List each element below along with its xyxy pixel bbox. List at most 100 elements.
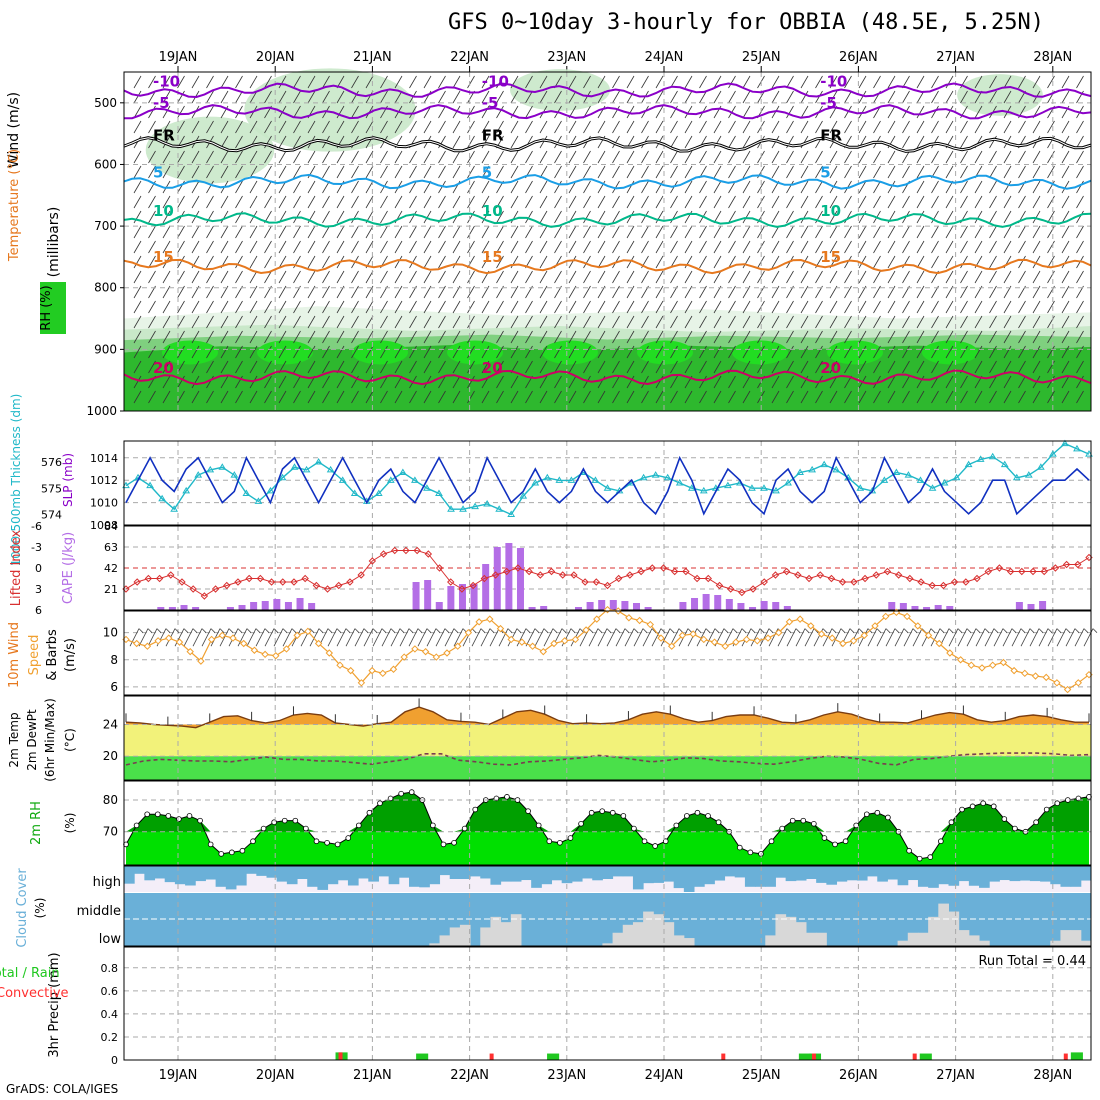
wind-barb <box>800 75 809 89</box>
wind-barb <box>786 330 794 344</box>
wind-barb <box>1047 375 1055 389</box>
wind-barb <box>916 375 925 389</box>
wind-barb <box>786 210 794 224</box>
wind-speed-marker <box>175 638 184 646</box>
rh2m-marker <box>218 851 225 857</box>
date-label-top: 22JAN <box>450 50 489 65</box>
wind-barb <box>554 90 562 104</box>
wind-barb <box>684 240 693 254</box>
wind-barb <box>177 285 185 299</box>
wind-barb <box>742 375 751 389</box>
wind-barb <box>1003 240 1012 254</box>
wind-barb <box>322 270 330 284</box>
high-cloud-bar <box>968 866 980 886</box>
wind-barb <box>496 360 504 374</box>
wind-barb <box>989 375 997 389</box>
wind-barb <box>467 195 475 209</box>
cape-bar <box>911 606 919 610</box>
wind-barb <box>1018 255 1026 269</box>
wind-barb <box>902 135 910 149</box>
thickness-marker <box>483 500 492 507</box>
wind-barb <box>133 165 142 179</box>
high-cloud-bar <box>917 866 929 887</box>
wind-barb <box>235 150 243 164</box>
wind-barb <box>496 315 504 329</box>
high-cloud-bar <box>470 866 481 877</box>
wind-barb <box>1076 375 1084 389</box>
rh-high-patch <box>922 340 978 365</box>
wind-barb <box>1003 225 1012 239</box>
wind-barb <box>931 75 939 89</box>
wind-barb <box>409 390 417 404</box>
wind-barb <box>612 390 620 404</box>
thickness-marker <box>543 473 552 481</box>
surface-wind-barb <box>777 628 788 647</box>
high-cloud-bar <box>154 866 166 879</box>
surface-wind-barb <box>948 628 954 633</box>
rh2m-marker <box>652 843 658 849</box>
high-cloud-bar <box>134 866 145 874</box>
wind-barb <box>336 345 345 359</box>
lifted-index-marker <box>424 550 433 558</box>
surface-wind-barb <box>363 628 369 633</box>
wind-barb <box>887 375 896 389</box>
wind-speed-marker <box>282 645 291 653</box>
wind-barb <box>438 345 446 359</box>
wind-barb <box>916 210 925 224</box>
wind-speed-marker <box>443 649 451 657</box>
rh2m-marker <box>313 838 320 845</box>
wind-speed-marker <box>154 637 162 645</box>
wind-speed-marker <box>785 618 794 626</box>
rh2m-marker <box>239 847 246 854</box>
wind-barb <box>728 315 736 329</box>
surface-wind-barb <box>1065 628 1076 647</box>
surface-wind-barb <box>246 628 252 633</box>
surface-wind-barb <box>876 628 882 633</box>
wind-speed-marker <box>229 634 237 642</box>
wind-barb <box>945 75 954 89</box>
wind-barb <box>771 195 780 209</box>
wind-barb <box>249 240 258 254</box>
wind-barb <box>684 120 693 134</box>
surface-wind-barb <box>624 628 635 647</box>
wind-barb <box>438 105 446 119</box>
wind-barb <box>452 330 461 344</box>
wind-barb <box>438 90 446 104</box>
thickness-marker <box>808 465 817 473</box>
wind-barb <box>1047 240 1055 254</box>
surface-wind-barb <box>498 628 509 647</box>
wind-barb <box>597 165 606 179</box>
rh2m-marker <box>472 806 479 813</box>
cape-tick-label: 84 <box>104 520 118 533</box>
wind-barb <box>365 315 374 329</box>
wind-barb <box>858 195 867 209</box>
thickness-marker <box>302 465 311 473</box>
wind-barb <box>858 240 867 254</box>
surface-wind-barb <box>651 628 657 633</box>
temp-yellow-band <box>124 724 1091 757</box>
wind-barb <box>684 180 693 194</box>
wind-barb <box>800 240 809 254</box>
wind-barb <box>858 75 867 89</box>
wind-barb <box>1003 390 1012 404</box>
wind-barb <box>307 75 316 89</box>
high-cloud-bar <box>805 866 817 879</box>
wind-barb <box>133 75 142 89</box>
wind-barb <box>974 330 983 344</box>
lifted-index-marker <box>648 564 656 572</box>
wind-barb <box>916 345 925 359</box>
wind-barb <box>525 195 533 209</box>
thickness-marker <box>374 489 383 496</box>
wind-barb <box>1047 345 1055 359</box>
wind-barb <box>264 150 272 164</box>
wind-barb <box>902 150 910 164</box>
slp-tick-label: 1010 <box>90 497 118 510</box>
wind-barb <box>351 225 359 239</box>
wind-barb <box>264 390 272 404</box>
wind-barb <box>844 345 852 359</box>
isotherm-label: FR <box>482 127 504 145</box>
wind-barb <box>525 390 533 404</box>
wind-barb <box>902 225 910 239</box>
cape-bar <box>644 607 652 610</box>
lifted-index-marker <box>547 567 556 576</box>
